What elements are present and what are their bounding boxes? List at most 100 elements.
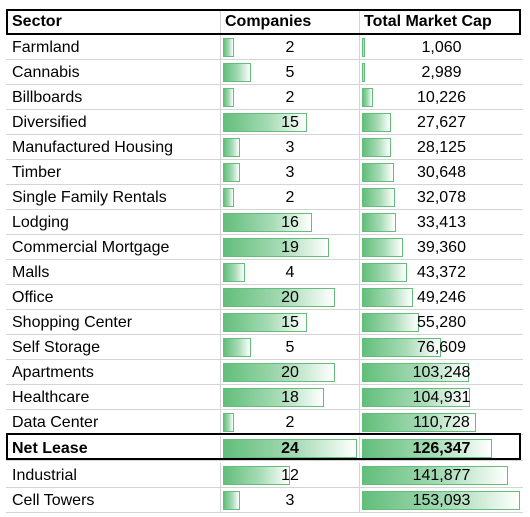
market-cap-cell[interactable]: 10,226: [360, 85, 523, 110]
companies-cell[interactable]: 20: [221, 360, 360, 385]
table-row: Commercial Mortgage 19 39,360: [6, 235, 523, 260]
table-row: Cannabis 5 2,989: [6, 60, 523, 85]
sector-cell[interactable]: Farmland: [6, 35, 221, 60]
sector-cell[interactable]: Shopping Center: [6, 310, 221, 335]
sector-cell[interactable]: Healthcare: [6, 385, 221, 410]
companies-cell[interactable]: 12: [221, 463, 360, 488]
market-cap-value: 103,248: [412, 364, 471, 381]
companies-data-bar: [223, 188, 235, 207]
companies-data-bar: [223, 138, 240, 157]
table-row: Self Storage 5 76,609: [6, 335, 523, 360]
companies-cell[interactable]: 24: [221, 436, 360, 461]
market-cap-value: 39,360: [417, 239, 466, 256]
market-cap-data-bar: [362, 413, 477, 432]
companies-cell[interactable]: 15: [221, 310, 360, 335]
market-cap-cell[interactable]: 49,246: [360, 285, 523, 310]
sector-header-cell[interactable]: Sector: [6, 9, 221, 34]
market-cap-data-bar: [362, 491, 520, 510]
table-row: Manufactured Housing 3 28,125: [6, 135, 523, 160]
companies-cell[interactable]: 3: [221, 160, 360, 185]
sector-name: Self Storage: [12, 339, 101, 356]
sector-cell[interactable]: Cannabis: [6, 60, 221, 85]
table-row: Timber 3 30,648: [6, 160, 523, 185]
companies-value: 3: [285, 492, 295, 509]
market-cap-value: 1,060: [421, 39, 462, 56]
companies-cell[interactable]: 3: [221, 488, 360, 513]
sector-cell[interactable]: Cell Towers: [6, 488, 221, 513]
table-row: Net Lease 24 126,347: [6, 436, 523, 461]
market-cap-data-bar: [362, 163, 394, 182]
table-row: Single Family Rentals 2 32,078: [6, 185, 523, 210]
companies-data-bar: [223, 213, 313, 232]
market-cap-value: 55,280: [417, 314, 466, 331]
companies-value: 24: [281, 440, 299, 457]
sector-cell[interactable]: Net Lease: [6, 436, 221, 461]
market-cap-cell[interactable]: 153,093: [360, 488, 523, 513]
market-cap-cell[interactable]: 2,989: [360, 60, 523, 85]
companies-cell[interactable]: 3: [221, 135, 360, 160]
market-cap-cell[interactable]: 30,648: [360, 160, 523, 185]
companies-cell[interactable]: 18: [221, 385, 360, 410]
market-cap-data-bar: [362, 363, 469, 382]
market-cap-cell[interactable]: 110,728: [360, 410, 523, 435]
sector-cell[interactable]: Manufactured Housing: [6, 135, 221, 160]
companies-cell[interactable]: 2: [221, 410, 360, 435]
companies-cell[interactable]: 20: [221, 285, 360, 310]
sector-cell[interactable]: Single Family Rentals: [6, 185, 221, 210]
market-cap-cell[interactable]: 27,627: [360, 110, 523, 135]
sector-cell[interactable]: Data Center: [6, 410, 221, 435]
market-cap-cell[interactable]: 76,609: [360, 335, 523, 360]
sector-cell[interactable]: Industrial: [6, 463, 221, 488]
sector-cell[interactable]: Office: [6, 285, 221, 310]
companies-data-bar: [223, 466, 290, 485]
companies-cell[interactable]: 15: [221, 110, 360, 135]
market-cap-cell[interactable]: 39,360: [360, 235, 523, 260]
sector-cell[interactable]: Self Storage: [6, 335, 221, 360]
sector-cell[interactable]: Apartments: [6, 360, 221, 385]
sector-name: Malls: [12, 264, 50, 281]
companies-value: 3: [285, 139, 295, 156]
market-cap-data-bar: [362, 466, 509, 485]
companies-data-bar: [223, 38, 235, 57]
table-row: Cell Towers 3 153,093: [6, 488, 523, 513]
sector-cell[interactable]: Commercial Mortgage: [6, 235, 221, 260]
companies-cell[interactable]: 19: [221, 235, 360, 260]
market-cap-header-cell[interactable]: Total Market Cap: [360, 9, 523, 34]
sector-cell[interactable]: Timber: [6, 160, 221, 185]
companies-value: 19: [281, 239, 299, 256]
companies-cell[interactable]: 16: [221, 210, 360, 235]
sector-cell[interactable]: Malls: [6, 260, 221, 285]
market-cap-cell[interactable]: 126,347: [360, 436, 523, 461]
market-cap-cell[interactable]: 141,877: [360, 463, 523, 488]
sector-cell[interactable]: Diversified: [6, 110, 221, 135]
companies-cell[interactable]: 2: [221, 35, 360, 60]
companies-cell[interactable]: 5: [221, 335, 360, 360]
companies-data-bar: [223, 63, 251, 82]
table-row: Lodging 16 33,413: [6, 210, 523, 235]
sector-name: Shopping Center: [12, 314, 133, 331]
companies-cell[interactable]: 4: [221, 260, 360, 285]
market-cap-cell[interactable]: 33,413: [360, 210, 523, 235]
market-cap-cell[interactable]: 43,372: [360, 260, 523, 285]
companies-cell[interactable]: 2: [221, 85, 360, 110]
market-cap-value: 28,125: [417, 139, 466, 156]
table-row: Office 20 49,246: [6, 285, 523, 310]
market-cap-cell[interactable]: 55,280: [360, 310, 523, 335]
sector-cell[interactable]: Billboards: [6, 85, 221, 110]
companies-value: 2: [285, 414, 295, 431]
sector-cell[interactable]: Lodging: [6, 210, 221, 235]
companies-data-bar: [223, 163, 240, 182]
companies-cell[interactable]: 5: [221, 60, 360, 85]
companies-header-cell[interactable]: Companies: [221, 9, 360, 34]
table-row: Diversified 15 27,627: [6, 110, 523, 135]
sector-name: Healthcare: [12, 389, 90, 406]
market-cap-cell[interactable]: 103,248: [360, 360, 523, 385]
companies-value: 5: [285, 339, 295, 356]
market-cap-cell[interactable]: 1,060: [360, 35, 523, 60]
market-cap-cell[interactable]: 104,931: [360, 385, 523, 410]
companies-cell[interactable]: 2: [221, 185, 360, 210]
market-cap-cell[interactable]: 32,078: [360, 185, 523, 210]
market-cap-value: 32,078: [417, 189, 466, 206]
market-cap-cell[interactable]: 28,125: [360, 135, 523, 160]
companies-value: 15: [281, 314, 299, 331]
